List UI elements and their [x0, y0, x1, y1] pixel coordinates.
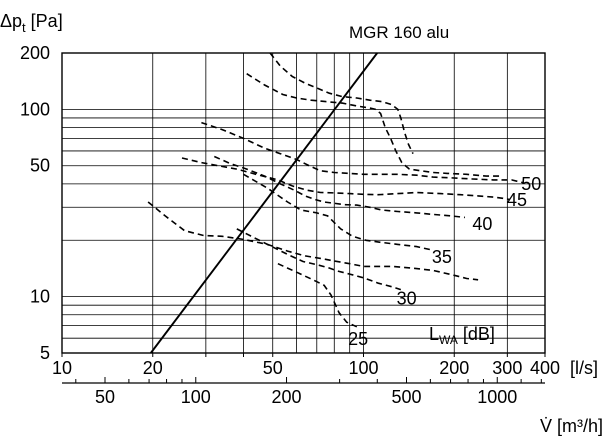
y-tick-label: 200 [20, 43, 50, 63]
series-label-45: 45 [507, 190, 527, 210]
x-tick-label: 400 [530, 358, 560, 378]
labels: MGR 160 alu Δpt [Pa] [l/s] V̇ [m³/h] LWA… [0, 11, 603, 436]
sound-level-label: LWA [dB] [429, 324, 495, 347]
x2-tick-label: 50 [95, 387, 115, 407]
x2-axis-title: V̇ [m³/h] [540, 416, 603, 436]
series-50-curve [201, 121, 524, 184]
y-tick-label: 100 [20, 99, 50, 119]
series-25-curve [277, 262, 358, 328]
x-tick-label: 100 [348, 358, 378, 378]
system-curve-line [150, 52, 378, 354]
series-label-50: 50 [521, 174, 541, 194]
series-label-25: 25 [348, 329, 368, 349]
series-45-curve [181, 157, 510, 201]
x2-tick-label: 1000 [477, 387, 517, 407]
chart-title: MGR 160 alu [349, 23, 449, 42]
series-30-curve [236, 228, 402, 291]
plot-frame [61, 52, 546, 354]
sound-curve-line [246, 73, 503, 177]
y-tick-label: 5 [40, 343, 50, 363]
x-tick-label: 10 [52, 358, 72, 378]
x-tick-label: 20 [143, 358, 163, 378]
x2-tick-label: 500 [391, 387, 421, 407]
y-tick-label: 10 [30, 287, 50, 307]
y-tick-label: 50 [30, 156, 50, 176]
series-label-35: 35 [432, 247, 452, 267]
sound-curve-line [269, 52, 414, 155]
x-axis-title: [l/s] [570, 358, 598, 378]
x-tick-label: 200 [439, 358, 469, 378]
y-axis-title: Δpt [Pa] [0, 11, 63, 35]
sound-curve-line [147, 201, 479, 281]
x2-tick-label: 200 [272, 387, 302, 407]
x2-tick-label: 100 [181, 387, 211, 407]
series-label-30: 30 [397, 288, 417, 308]
grid [62, 53, 545, 353]
x-tick-label: 300 [492, 358, 522, 378]
series-35-curve [243, 173, 431, 251]
x-tick-label: 50 [263, 358, 283, 378]
series-label-40: 40 [472, 214, 492, 234]
